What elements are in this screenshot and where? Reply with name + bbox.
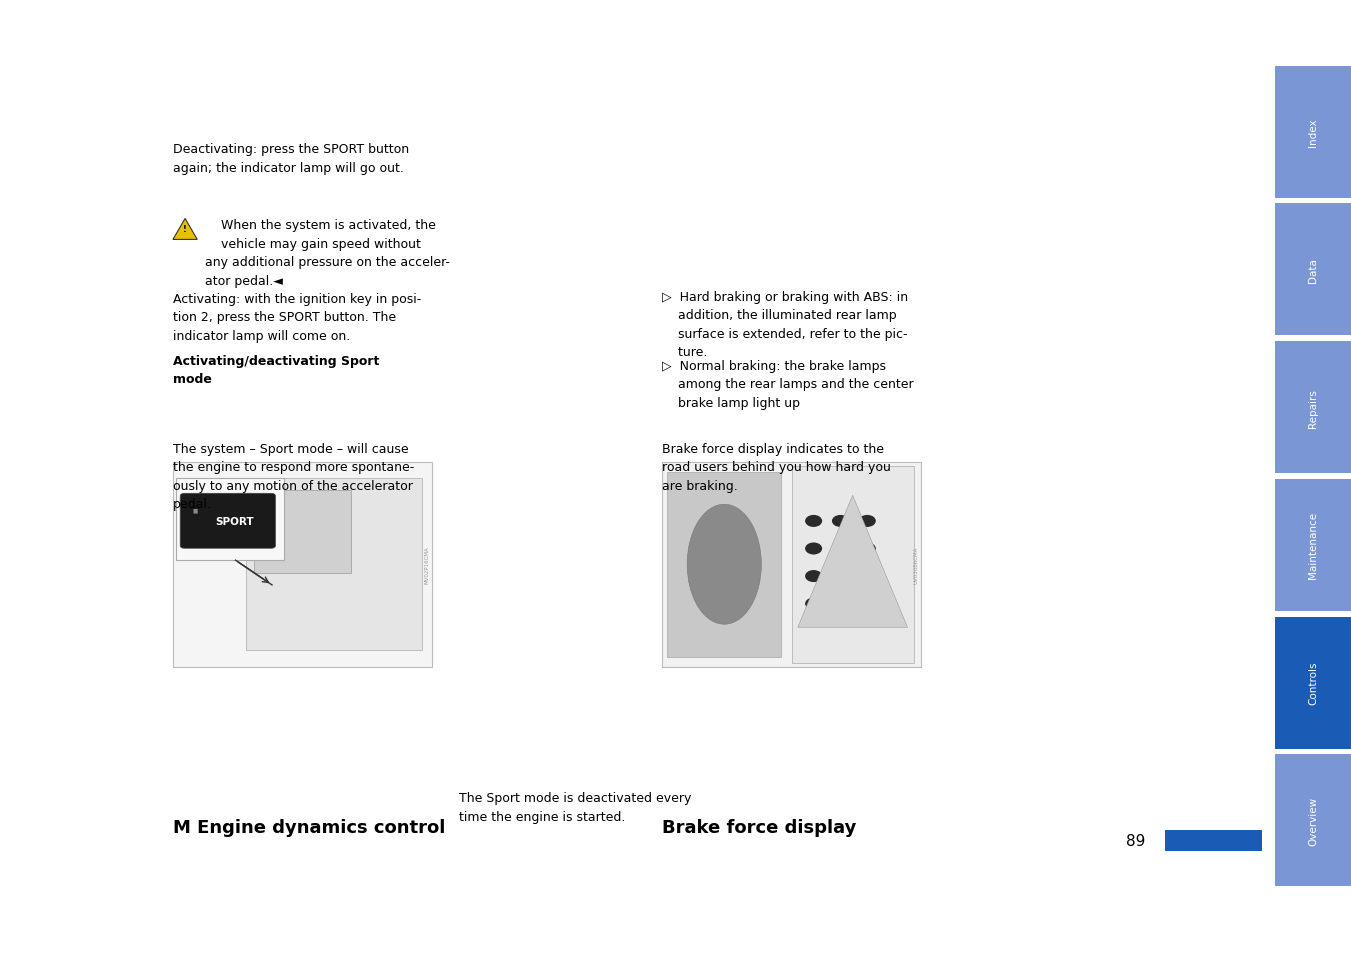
Text: Brake force display indicates to the
road users behind you how hard you
are brak: Brake force display indicates to the roa… xyxy=(662,442,890,492)
Bar xyxy=(173,462,432,667)
Ellipse shape xyxy=(688,505,762,624)
Text: Brake force display: Brake force display xyxy=(662,818,857,836)
Text: SPORT: SPORT xyxy=(215,517,254,526)
Circle shape xyxy=(832,571,848,582)
Text: ▷  Hard braking or braking with ABS: in
    addition, the illuminated rear lamp
: ▷ Hard braking or braking with ABS: in a… xyxy=(662,291,908,359)
Text: Deactivating: press the SPORT button
again; the indicator lamp will go out.: Deactivating: press the SPORT button aga… xyxy=(173,143,409,174)
Text: The system – Sport mode – will cause
the engine to respond more spontane-
ously : The system – Sport mode – will cause the… xyxy=(173,442,415,511)
Bar xyxy=(1275,479,1351,611)
Circle shape xyxy=(832,543,848,555)
Text: Controls: Controls xyxy=(1308,661,1319,704)
Text: Maintenance: Maintenance xyxy=(1308,512,1319,578)
Text: Index: Index xyxy=(1308,118,1319,147)
Text: Overview: Overview xyxy=(1308,796,1319,845)
Circle shape xyxy=(805,516,823,527)
Polygon shape xyxy=(173,219,197,240)
Text: ■: ■ xyxy=(193,508,199,513)
FancyBboxPatch shape xyxy=(180,494,276,549)
Text: !: ! xyxy=(184,225,186,234)
Circle shape xyxy=(859,543,875,555)
Bar xyxy=(246,478,422,651)
Bar xyxy=(1165,830,1262,851)
Bar xyxy=(1275,204,1351,336)
Text: MV02P16CMA: MV02P16CMA xyxy=(424,546,430,583)
Text: M Engine dynamics control: M Engine dynamics control xyxy=(173,818,446,836)
Text: When the system is activated, the
    vehicle may gain speed without
any additio: When the system is activated, the vehicl… xyxy=(205,219,450,288)
Circle shape xyxy=(859,571,875,582)
Bar xyxy=(176,478,285,560)
Circle shape xyxy=(805,543,823,555)
Bar xyxy=(662,462,921,667)
Text: Data: Data xyxy=(1308,257,1319,283)
Text: ▷  Normal braking: the brake lamps
    among the rear lamps and the center
    b: ▷ Normal braking: the brake lamps among … xyxy=(662,359,913,409)
Text: UV03086CMA: UV03086CMA xyxy=(913,546,919,583)
Bar xyxy=(667,473,781,657)
Circle shape xyxy=(805,598,823,610)
Circle shape xyxy=(805,571,823,582)
Bar xyxy=(1275,755,1351,886)
Polygon shape xyxy=(798,496,908,628)
Circle shape xyxy=(859,516,875,527)
Text: 89: 89 xyxy=(1127,833,1146,848)
Circle shape xyxy=(859,598,875,610)
Text: Activating/deactivating Sport
mode: Activating/deactivating Sport mode xyxy=(173,355,380,386)
Circle shape xyxy=(832,598,848,610)
Text: Repairs: Repairs xyxy=(1308,388,1319,427)
Bar xyxy=(1275,617,1351,749)
Bar xyxy=(792,466,913,663)
Bar xyxy=(1275,67,1351,198)
Text: The Sport mode is deactivated every
time the engine is started.: The Sport mode is deactivated every time… xyxy=(459,791,692,823)
Bar xyxy=(254,491,351,574)
Circle shape xyxy=(832,516,848,527)
Text: Activating: with the ignition key in posi-
tion 2, press the SPORT button. The
i: Activating: with the ignition key in pos… xyxy=(173,293,422,342)
Bar xyxy=(1275,342,1351,474)
